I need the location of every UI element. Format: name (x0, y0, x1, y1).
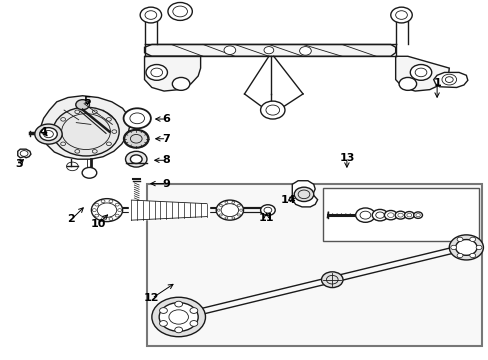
Circle shape (91, 199, 122, 222)
Text: 3: 3 (16, 159, 23, 169)
Text: 13: 13 (339, 153, 354, 163)
Circle shape (123, 108, 151, 129)
Text: 2: 2 (67, 215, 75, 224)
Circle shape (189, 308, 197, 314)
Polygon shape (395, 56, 448, 91)
Text: 5: 5 (83, 96, 91, 106)
Polygon shape (144, 56, 200, 91)
Circle shape (409, 64, 431, 80)
Circle shape (260, 101, 285, 119)
Circle shape (394, 211, 405, 219)
Circle shape (455, 239, 476, 255)
Circle shape (456, 237, 462, 242)
Circle shape (475, 245, 481, 249)
Circle shape (174, 327, 182, 333)
Circle shape (469, 253, 475, 258)
Circle shape (82, 167, 97, 178)
Circle shape (140, 7, 161, 23)
Text: 9: 9 (162, 179, 170, 189)
Text: 7: 7 (163, 134, 170, 144)
Circle shape (125, 151, 147, 167)
Circle shape (124, 130, 148, 147)
Circle shape (384, 211, 396, 220)
Bar (147, 184, 482, 346)
Circle shape (159, 303, 198, 331)
Text: 4: 4 (40, 127, 47, 136)
Bar (322, 188, 478, 241)
Circle shape (398, 77, 416, 90)
Text: 1: 1 (432, 78, 440, 88)
Circle shape (450, 245, 456, 249)
Circle shape (469, 237, 475, 242)
Circle shape (189, 320, 197, 326)
Circle shape (35, 124, 62, 144)
Circle shape (299, 46, 311, 55)
Circle shape (371, 210, 387, 221)
Circle shape (159, 320, 167, 326)
Circle shape (159, 308, 167, 314)
Polygon shape (144, 44, 395, 56)
Text: 11: 11 (258, 213, 274, 222)
Text: 14: 14 (280, 195, 296, 205)
Circle shape (146, 64, 167, 80)
Polygon shape (292, 181, 317, 207)
Text: 12: 12 (144, 293, 159, 303)
Circle shape (390, 7, 411, 23)
Circle shape (404, 212, 413, 219)
Circle shape (355, 208, 374, 222)
Circle shape (167, 3, 192, 21)
Text: 8: 8 (163, 155, 170, 165)
Circle shape (260, 205, 275, 216)
Circle shape (224, 46, 235, 54)
Circle shape (216, 200, 243, 220)
Polygon shape (41, 96, 130, 159)
Circle shape (264, 46, 273, 54)
Circle shape (76, 100, 89, 110)
Polygon shape (18, 149, 31, 158)
Circle shape (130, 155, 142, 163)
Text: 10: 10 (90, 219, 106, 229)
Circle shape (456, 253, 462, 258)
Circle shape (413, 212, 422, 219)
Polygon shape (433, 72, 467, 87)
Text: 6: 6 (162, 114, 170, 124)
Circle shape (448, 235, 483, 260)
Circle shape (40, 128, 57, 140)
Circle shape (152, 297, 205, 337)
Circle shape (294, 187, 313, 202)
Circle shape (321, 272, 342, 288)
Circle shape (172, 77, 189, 90)
Circle shape (174, 301, 182, 307)
Circle shape (53, 107, 119, 156)
